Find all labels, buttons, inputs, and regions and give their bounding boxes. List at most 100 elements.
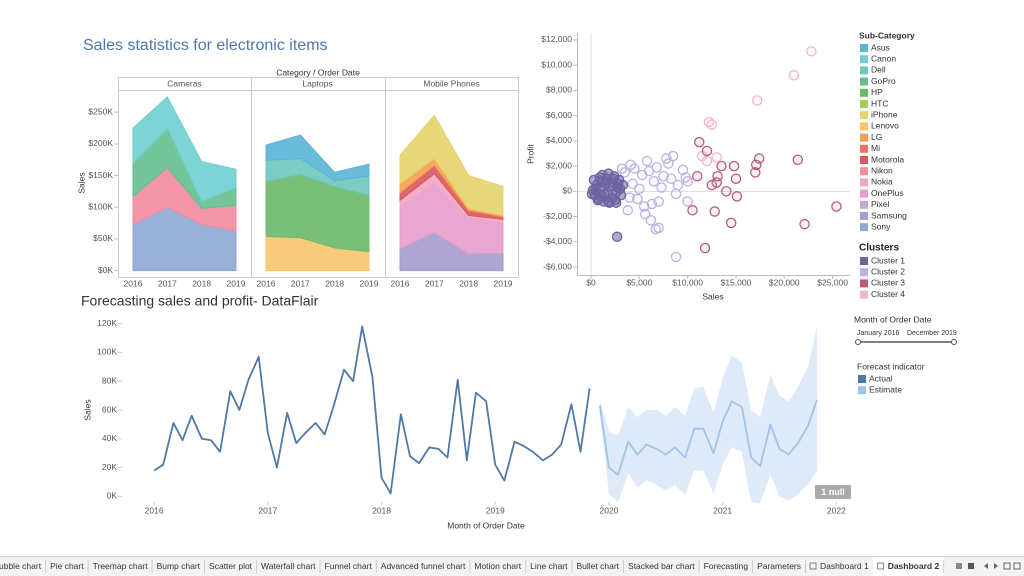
sheet-tab[interactable]: Stacked bar chart [628,561,695,571]
scatter-point [629,163,640,174]
y-tick-label: $250K [88,106,113,116]
legend-swatch [860,133,868,142]
x-tick-label: 2022 [827,505,846,515]
y-tick-label: $4,000 [546,135,572,145]
x-tick-label: 2016 [257,278,276,288]
legend-swatch [860,200,868,209]
y-tick-label: $150K [88,170,113,180]
y-tick-label: -$2,000 [543,211,572,221]
scatter-point [638,201,650,212]
y-tick-label: $2,000 [546,160,572,170]
area-segment [132,96,237,203]
sheet-tab[interactable]: Dashboard 2 [888,561,940,571]
x-axis-title: Sales [702,291,723,301]
x-tick-label: 2017 [291,278,310,288]
scatter-point [716,160,727,172]
active-tab [872,557,945,576]
scatter-point [648,176,660,187]
y-tick-label: $0 [563,186,573,196]
legend-label: Pixel [871,199,890,209]
icon[interactable] [994,563,998,569]
null-indicator: 1 null [821,487,845,497]
x-tick-label: 2019 [360,278,379,288]
sheet-tab[interactable]: Pie chart [50,561,84,571]
scatter-point [646,198,658,210]
x-tick-label: 2019 [486,505,505,515]
scatter-point [751,95,763,106]
scatter-point [645,215,657,226]
sheet-tab[interactable]: Motion chart [474,561,521,571]
legend-swatch [860,100,868,108]
filter-title: Month of Order Date [854,314,932,324]
slider-handle[interactable] [951,339,957,345]
series-line [598,399,818,476]
y-tick-label: -$4,000 [543,236,572,246]
legend-label: Cluster 1 [871,255,905,265]
legend-label: HTC [871,98,888,108]
legend-swatch [860,111,868,120]
y-tick-label: $200K [88,138,113,148]
sheet-tab[interactable]: Waterfall chart [261,561,316,571]
legend-label: Nikon [871,165,893,175]
icon[interactable] [956,563,962,569]
legend-swatch [860,189,868,198]
x-tick-label: $25,000 [817,277,848,287]
scatter-point [677,164,689,176]
icon[interactable] [984,563,988,569]
icon[interactable] [1003,562,1011,570]
legend-label: Mi [871,143,880,153]
scatter-point [721,186,732,197]
scatter-point [750,167,761,178]
x-axis-title: Month of Order Date [447,520,525,530]
scatter-point [731,191,743,202]
legend-swatch [858,375,866,383]
scatter-point [680,172,691,183]
scatter-point [610,197,622,208]
x-tick-label: $10,000 [672,277,703,287]
y-axis-title: Profit [525,143,535,163]
tab-icon [809,562,817,570]
scatter-point [799,218,810,230]
sheet-tab[interactable]: Advanced funnel chart [381,561,466,571]
sheet-tab[interactable]: Dashboard 1 [820,561,869,571]
legend-label: Cluster 4 [871,289,905,299]
icon[interactable] [1013,562,1021,570]
y-tick-label: 40K [102,433,117,443]
scatter-point [632,193,643,205]
sheet-tab[interactable]: Parameters [757,561,801,571]
area-segment [265,134,370,182]
slider-handle[interactable] [855,339,861,345]
y-tick-label: 0K [107,491,118,501]
scatter-point [656,182,667,193]
sheet-tab[interactable]: Line chart [530,561,568,571]
legend-swatch [860,268,868,277]
legend-swatch [860,212,868,220]
scatter-point [627,178,638,190]
y-tick-label: -$6,000 [543,261,572,271]
legend-swatch [860,257,868,265]
y-tick-label: $0K [98,265,113,275]
scatter-point [670,188,682,200]
x-tick-label: 2018 [459,278,478,288]
y-tick-label: $8,000 [546,85,572,95]
x-tick-label: $15,000 [721,277,752,287]
sheet-tab[interactable]: ubble chart [0,561,42,571]
y-tick-label: 100K [97,347,117,357]
x-tick-label: 2017 [158,278,177,288]
icon[interactable] [968,563,974,569]
dashboard-title: Sales statistics for electronic items [83,37,328,54]
sheet-tab[interactable]: Treemap chart [93,561,149,571]
navigation-icons[interactable] [956,562,1021,570]
filter-start: January 2016 [857,330,900,337]
legend-swatch [858,386,866,395]
sheet-tab[interactable]: Bump chart [157,561,201,571]
sheet-tab[interactable]: Funnel chart [325,561,373,571]
sheet-tab[interactable]: Scatter plot [209,561,253,571]
facet-label: Mobile Phones [423,78,479,88]
scatter-point [586,188,598,200]
x-tick-label: 2020 [599,505,618,515]
sheet-tab[interactable]: Bullet chart [577,561,620,571]
legend-label: Asus [871,42,890,52]
legend-swatch [860,167,868,176]
sheet-tab[interactable]: Forecasting [704,561,749,571]
